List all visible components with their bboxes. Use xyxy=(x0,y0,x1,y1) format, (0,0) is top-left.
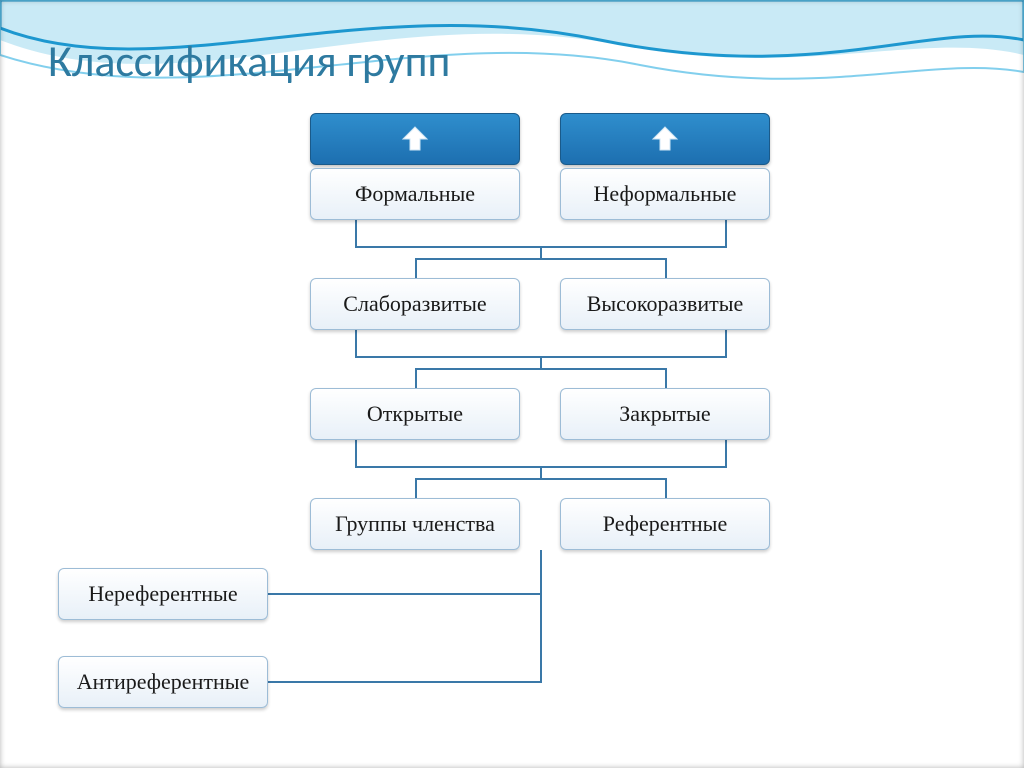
node-membership: Группы членства xyxy=(310,498,520,550)
connector xyxy=(355,440,357,468)
connector xyxy=(725,330,727,358)
connector xyxy=(725,440,727,468)
node-label: Неформальные xyxy=(594,181,737,207)
node-open: Открытые xyxy=(310,388,520,440)
up-arrow-icon xyxy=(397,124,433,154)
connector xyxy=(415,258,667,260)
node-top-left-blue xyxy=(310,113,520,165)
node-formal: Формальные xyxy=(310,168,520,220)
node-underdeveloped: Слаборазвитые xyxy=(310,278,520,330)
slide-title: Классификация групп xyxy=(48,34,450,88)
node-label: Нереферентные xyxy=(88,581,237,607)
connector xyxy=(665,478,667,498)
connector xyxy=(415,478,667,480)
connector xyxy=(540,550,542,682)
node-nonreferent: Нереферентные xyxy=(58,568,268,620)
node-label: Закрытые xyxy=(619,401,710,427)
node-label: Формальные xyxy=(355,181,475,207)
connector xyxy=(355,220,357,248)
node-label: Слаборазвитые xyxy=(343,291,486,317)
node-label: Референтные xyxy=(603,511,727,537)
node-top-right-blue xyxy=(560,113,770,165)
connector xyxy=(268,593,542,595)
node-label: Высокоразвитые xyxy=(587,291,744,317)
connector xyxy=(415,478,417,498)
node-label: Группы членства xyxy=(335,511,495,537)
node-label: Антиреферентные xyxy=(77,669,250,695)
connector xyxy=(415,368,417,388)
connector xyxy=(725,220,727,248)
node-informal: Неформальные xyxy=(560,168,770,220)
connector xyxy=(268,681,542,683)
connector xyxy=(355,330,357,358)
node-referent: Референтные xyxy=(560,498,770,550)
connector xyxy=(415,368,667,370)
connector xyxy=(665,368,667,388)
connector xyxy=(665,258,667,278)
up-arrow-icon xyxy=(647,124,683,154)
node-antireferent: Антиреферентные xyxy=(58,656,268,708)
node-label: Открытые xyxy=(367,401,463,427)
connector xyxy=(415,258,417,278)
node-closed: Закрытые xyxy=(560,388,770,440)
node-highlydeveloped: Высокоразвитые xyxy=(560,278,770,330)
